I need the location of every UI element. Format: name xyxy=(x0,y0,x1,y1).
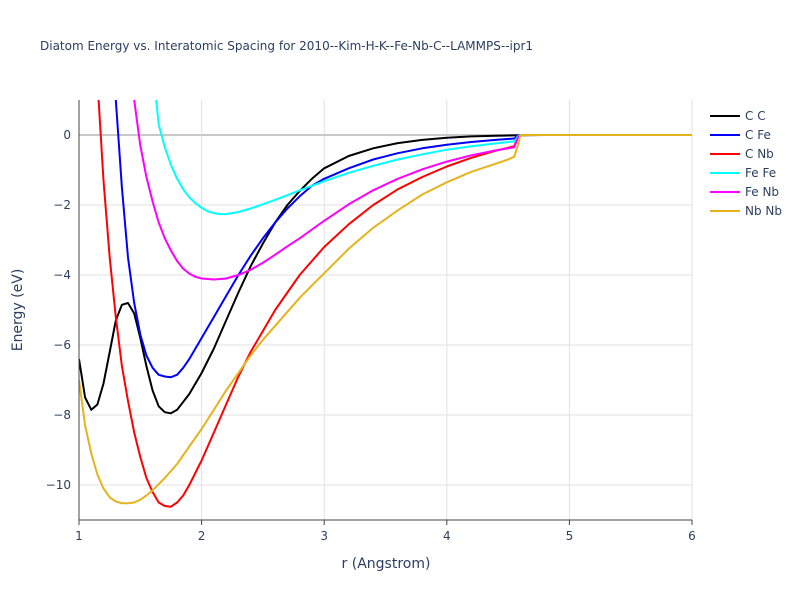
grid-layer xyxy=(79,100,693,520)
legend-label: C C xyxy=(745,109,766,123)
legend-label: C Fe xyxy=(745,128,771,142)
legend-item-c-c[interactable]: C C xyxy=(710,109,766,123)
x-tick-label: 1 xyxy=(75,529,83,543)
legend[interactable]: C C C Fe C Nb Fe Fe Fe Nb Nb Nb xyxy=(710,109,782,218)
y-tick-label: −10 xyxy=(46,478,71,492)
legend-item-nb-nb[interactable]: Nb Nb xyxy=(710,204,782,218)
x-tick-label: 6 xyxy=(688,529,696,543)
y-tick-label: 0 xyxy=(63,128,71,142)
x-axis-title: r (Angstrom) xyxy=(342,556,431,572)
series-line-c-fe[interactable] xyxy=(114,100,692,379)
series-line-c-nb[interactable] xyxy=(97,100,692,508)
series-line-fe-nb[interactable] xyxy=(133,100,692,281)
legend-item-fe-nb[interactable]: Fe Nb xyxy=(710,185,779,199)
legend-label: C Nb xyxy=(745,147,774,161)
legend-label: Fe Fe xyxy=(745,166,776,180)
y-tick-label: −2 xyxy=(53,198,71,212)
legend-label: Nb Nb xyxy=(745,204,782,218)
x-tick-label: 2 xyxy=(198,529,206,543)
y-axis-title: Energy (eV) xyxy=(10,269,26,352)
x-tick-label: 4 xyxy=(443,529,451,543)
chart-title: Diatom Energy vs. Interatomic Spacing fo… xyxy=(40,39,533,53)
series-layer xyxy=(79,100,692,508)
series-line-nb-nb[interactable] xyxy=(79,134,692,505)
y-tick-label: −8 xyxy=(53,408,71,422)
legend-item-fe-fe[interactable]: Fe Fe xyxy=(710,166,776,180)
x-tick-label: 5 xyxy=(566,529,574,543)
y-tick-label: −6 xyxy=(53,338,71,352)
series-line-c-c[interactable] xyxy=(79,134,692,415)
legend-item-c-fe[interactable]: C Fe xyxy=(710,128,771,142)
legend-label: Fe Nb xyxy=(745,185,779,199)
series-line-fe-fe[interactable] xyxy=(155,100,692,216)
y-tick-label: −4 xyxy=(53,268,71,282)
axis-layer: 1 2 3 4 5 6 0 −2 −4 −6 −8 −10 xyxy=(46,100,696,543)
legend-item-c-nb[interactable]: C Nb xyxy=(710,147,774,161)
x-tick-label: 3 xyxy=(320,529,328,543)
